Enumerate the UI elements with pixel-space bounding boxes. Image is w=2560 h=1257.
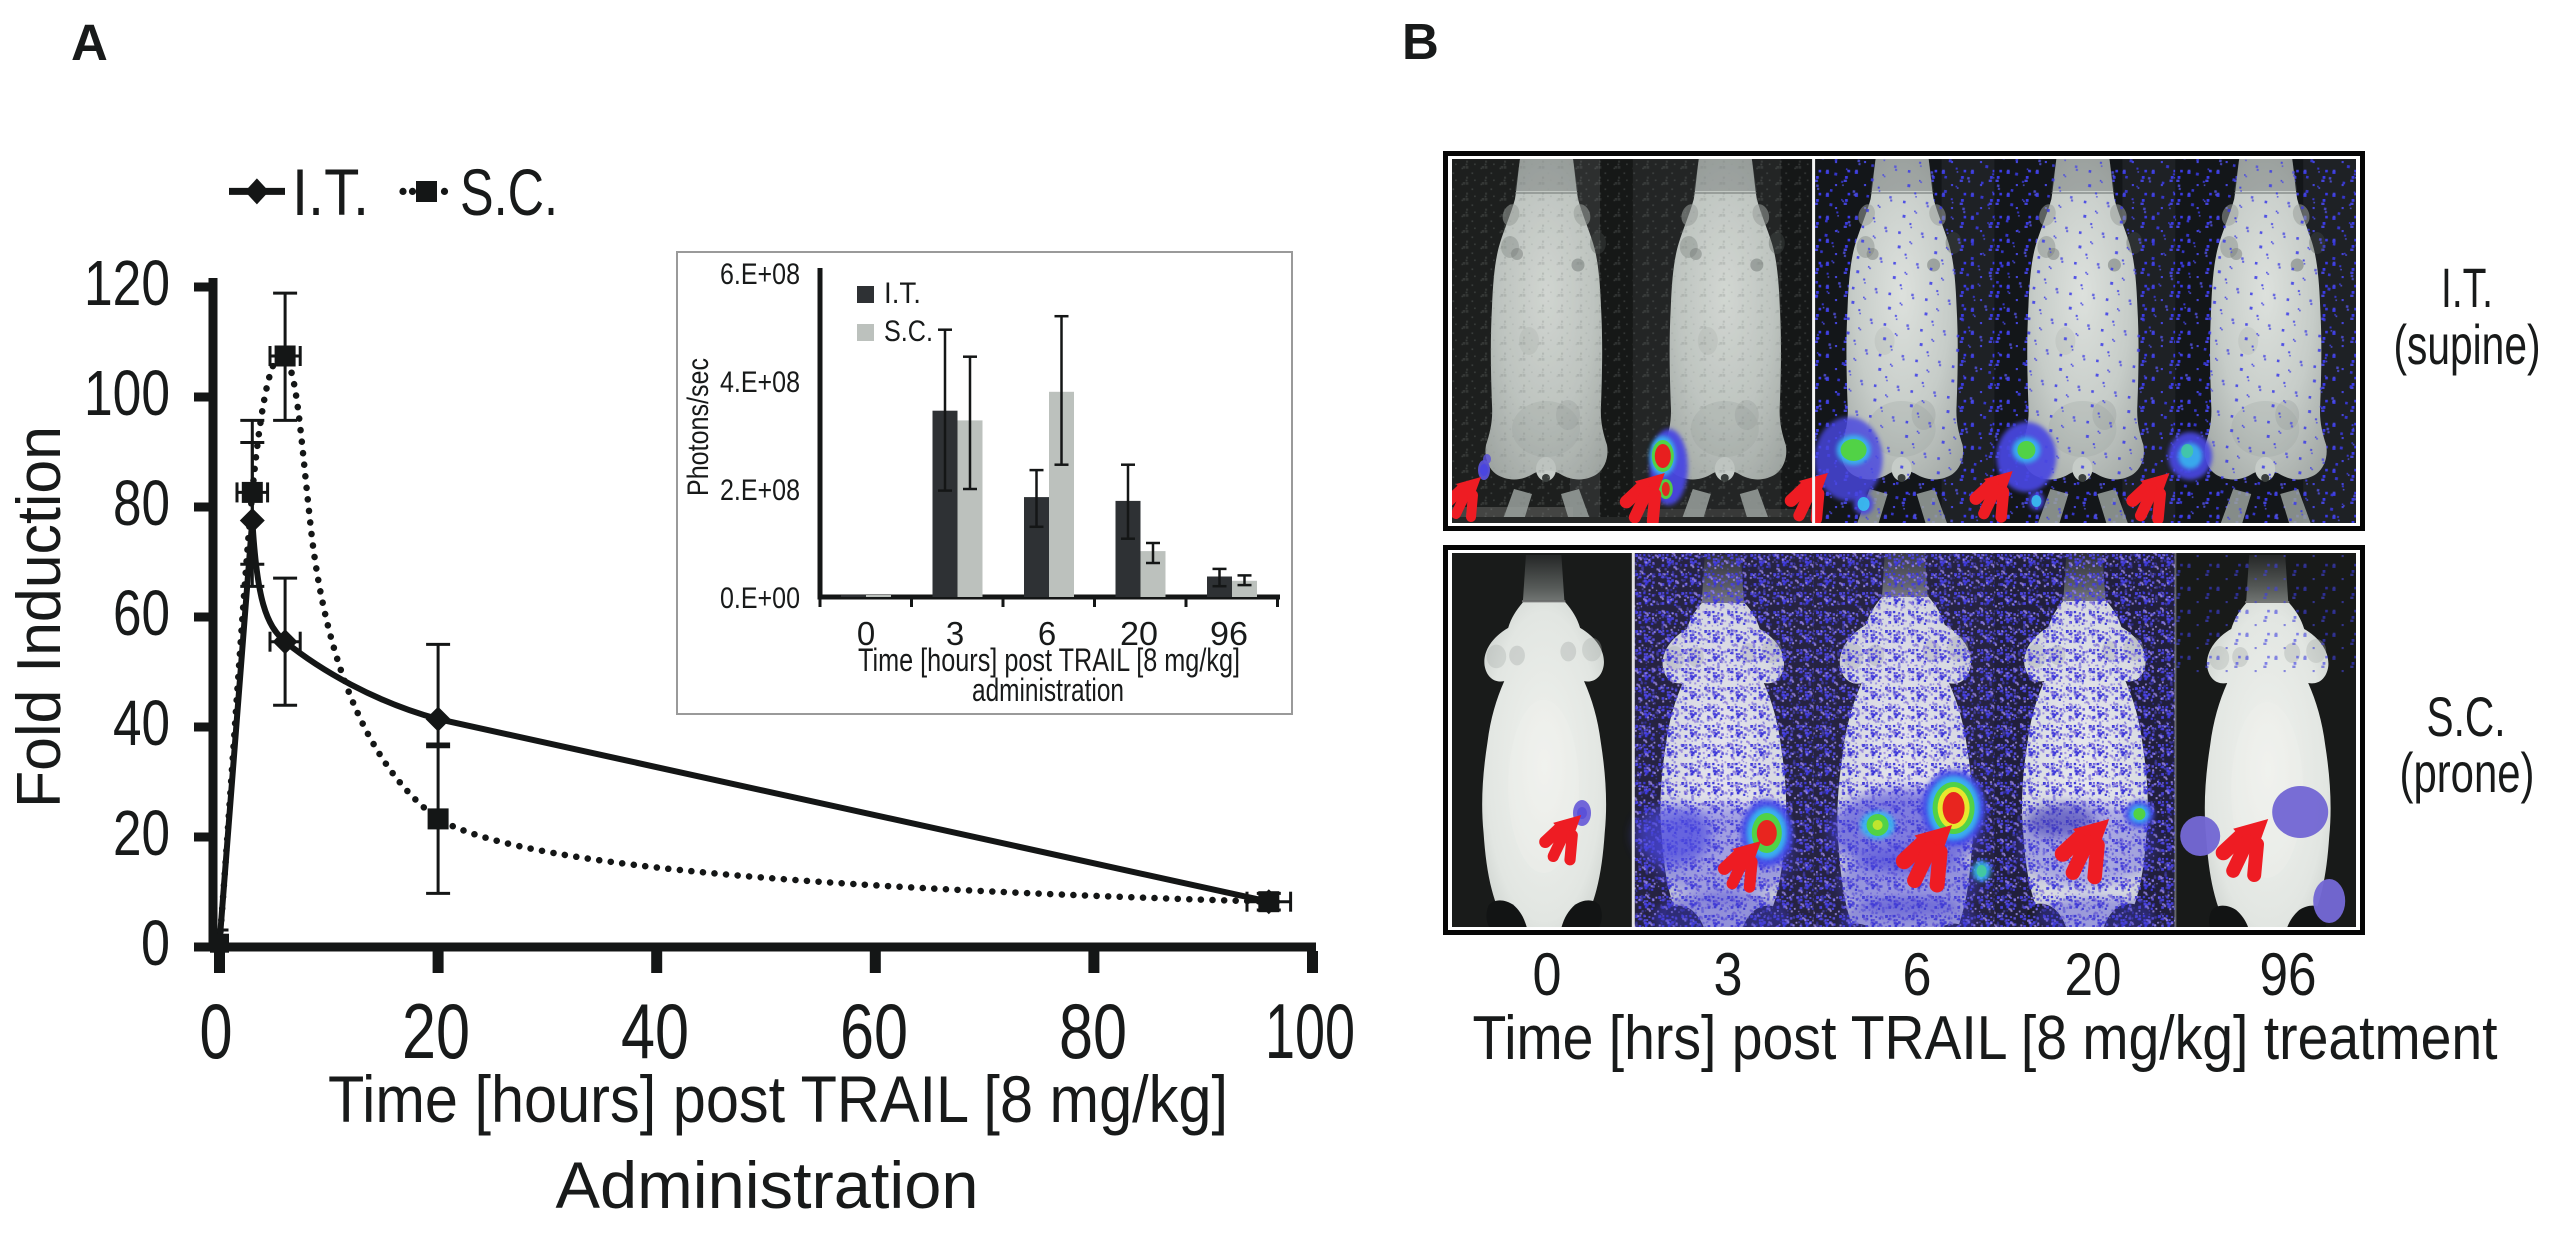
svg-text:120: 120 [84, 247, 170, 319]
svg-text:I.T.: I.T. [884, 277, 921, 310]
svg-text:96: 96 [1210, 615, 1248, 652]
svg-text:I.T.: I.T. [292, 155, 369, 229]
svg-text:(prone): (prone) [2400, 741, 2535, 804]
svg-text:Photons/sec: Photons/sec [682, 358, 715, 496]
svg-text:96: 96 [2260, 941, 2317, 1008]
svg-text:20: 20 [2065, 941, 2122, 1008]
svg-text:100: 100 [84, 357, 170, 429]
svg-text:60: 60 [113, 577, 170, 649]
svg-text:20: 20 [113, 797, 170, 869]
svg-text:I.T.: I.T. [2441, 256, 2493, 319]
svg-text:6.E+08: 6.E+08 [720, 258, 800, 291]
svg-text:40: 40 [113, 687, 170, 759]
svg-text:0.E+00: 0.E+00 [720, 582, 800, 615]
svg-text:80: 80 [113, 467, 170, 539]
svg-text:0: 0 [200, 987, 233, 1075]
svg-text:S.C.: S.C. [460, 155, 558, 229]
svg-text:0: 0 [857, 615, 875, 652]
svg-text:S.C.: S.C. [2427, 685, 2506, 748]
svg-text:100: 100 [1265, 987, 1355, 1075]
svg-text:(supine): (supine) [2394, 313, 2541, 376]
svg-text:Time [hrs] post TRAIL [8 mg/kg: Time [hrs] post TRAIL [8 mg/kg] treatmen… [1473, 1004, 2498, 1073]
svg-text:S.C.: S.C. [884, 315, 933, 348]
svg-text:3: 3 [946, 615, 964, 652]
svg-text:20: 20 [402, 987, 470, 1075]
svg-text:0: 0 [1533, 941, 1562, 1008]
svg-text:A: A [71, 14, 108, 71]
svg-text:Administration: Administration [556, 1148, 979, 1222]
svg-text:40: 40 [621, 987, 689, 1075]
svg-text:20: 20 [1120, 615, 1158, 652]
svg-text:4.E+08: 4.E+08 [720, 366, 800, 399]
svg-text:3: 3 [1714, 941, 1743, 1008]
svg-text:0: 0 [141, 907, 170, 979]
svg-text:Time [hours] post TRAIL [8 mg/: Time [hours] post TRAIL [8 mg/kg] [858, 642, 1240, 678]
svg-text:Fold Induction: Fold Induction [5, 426, 74, 808]
svg-text:administration: administration [972, 672, 1124, 708]
svg-text:2.E+08: 2.E+08 [720, 474, 800, 507]
svg-text:Time [hours] post TRAIL [8 mg/: Time [hours] post TRAIL [8 mg/kg] [328, 1062, 1228, 1136]
svg-text:B: B [1402, 13, 1439, 70]
svg-text:60: 60 [840, 987, 908, 1075]
svg-text:6: 6 [1903, 941, 1932, 1008]
svg-text:6: 6 [1038, 615, 1056, 652]
svg-text:80: 80 [1059, 987, 1127, 1075]
